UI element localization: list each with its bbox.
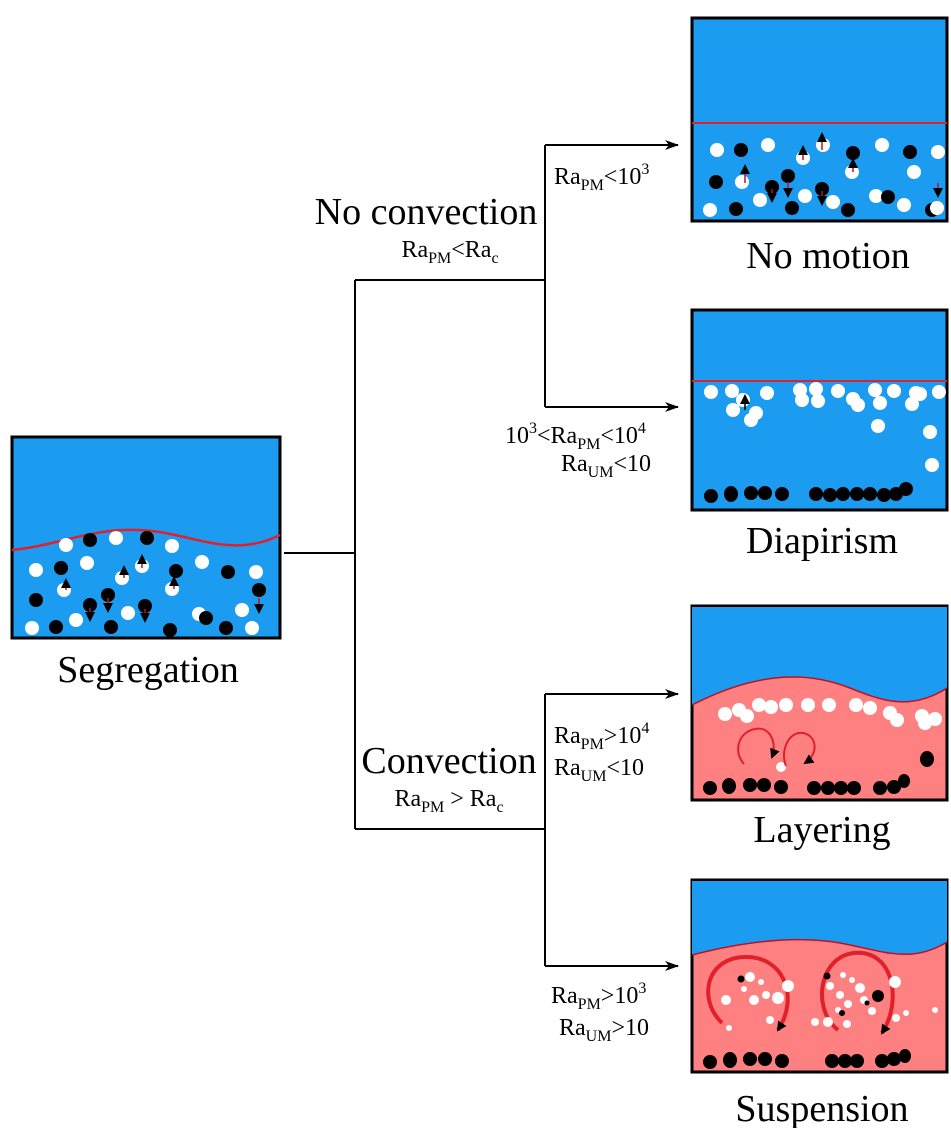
no-motion-particles [703,138,945,217]
segregation-panel [10,435,282,640]
no-convection-title: No convection [315,191,538,233]
no-motion-label: No motion [746,235,910,277]
layering-condition-pm: RaPM>104 [554,720,649,753]
no-motion-panel [690,16,949,223]
layering-panel [690,604,949,802]
layering-dark-particles [703,751,934,795]
layering-label: Layering [753,809,890,851]
suspension-convection-cells [706,950,895,1035]
suspension-light-particles [721,972,938,1031]
no-convection-condition: RaPM<Rac [401,237,498,267]
convection-condition: RaPM > Rac [394,786,503,816]
diapirism-panel [690,308,949,512]
layering-condition-um: RaUM<10 [554,755,644,785]
connector-lines [284,140,679,971]
no-motion-velocity-arrows [740,132,943,206]
no-motion-condition: RaPM<103 [554,161,649,194]
suspension-label: Suspension [735,1088,908,1128]
suspension-dark-particles [703,972,911,1069]
convection-title: Convection [361,740,536,782]
segregation-particles [25,531,266,637]
segregation-velocity-arrows [61,554,264,623]
diapirism-dark-particles [704,482,913,503]
diapirism-light-particles [704,382,946,472]
diapirism-label: Diapirism [746,520,898,562]
suspension-panel [690,878,949,1074]
diapirism-condition-pm: 103<RaPM<104 [505,420,646,453]
suspension-condition-pm: RaPM>103 [551,980,646,1013]
diapirism-condition-um: RaUM<10 [561,451,651,481]
layering-convection-cells [737,727,816,767]
suspension-condition-um: RaUM>10 [559,1015,649,1045]
segregation-label: Segregation [57,649,239,691]
layering-light-particles [718,698,942,772]
